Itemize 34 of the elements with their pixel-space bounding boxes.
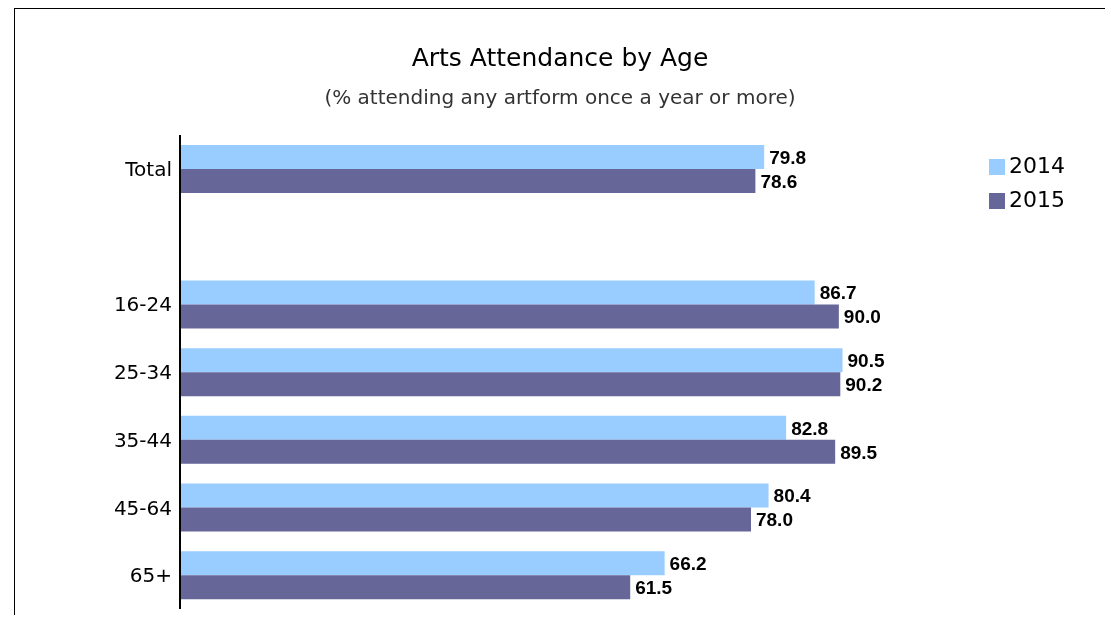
bar <box>180 483 769 508</box>
bar <box>180 169 756 193</box>
bar <box>180 372 841 397</box>
y-tick-label: 35-44 <box>113 427 172 452</box>
bar <box>180 145 765 169</box>
legend-label: 2014 <box>1009 153 1065 178</box>
data-label: 66.2 <box>669 553 707 575</box>
chart-subtitle: (% attending any artform once a year or more) <box>323 85 797 109</box>
bar <box>180 575 631 600</box>
data-label: 80.4 <box>773 485 811 507</box>
bar <box>180 439 836 464</box>
data-label: 89.5 <box>840 441 878 463</box>
bar <box>180 415 787 440</box>
bar <box>180 551 665 576</box>
data-label: 61.5 <box>635 577 673 599</box>
data-label: 86.7 <box>819 282 857 304</box>
data-label: 90.2 <box>845 373 883 395</box>
y-tick-label: 16-24 <box>113 292 172 317</box>
bar <box>180 348 843 373</box>
data-label: 82.8 <box>791 417 829 439</box>
bar <box>180 304 839 329</box>
y-tick-label: 65+ <box>129 563 172 588</box>
legend-label: 2015 <box>1009 187 1065 212</box>
data-label: 78.6 <box>760 170 798 192</box>
y-tick-label: 25-34 <box>113 360 172 385</box>
y-tick-label: Total <box>124 156 172 181</box>
chart-title: Arts Attendance by Age <box>410 43 710 72</box>
data-label: 90.0 <box>843 306 881 328</box>
data-label: 79.8 <box>769 146 807 168</box>
bar <box>180 507 751 532</box>
data-label: 78.0 <box>755 509 793 531</box>
bar <box>180 280 815 305</box>
y-tick-label: 45-64 <box>113 495 172 520</box>
data-label: 90.5 <box>847 349 885 371</box>
